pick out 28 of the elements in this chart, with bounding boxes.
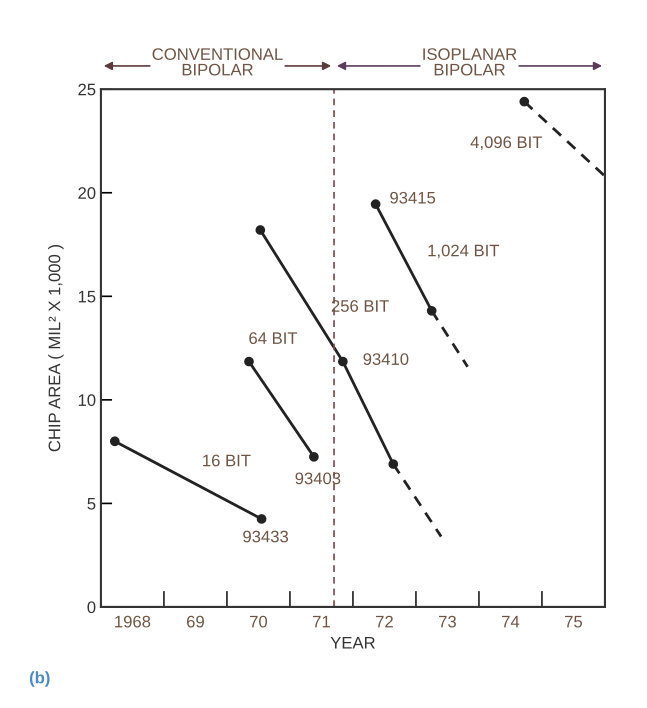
text: ISOPLANAR BIPOLAR [423,48,516,76]
x-tick-label: 1968 [115,616,150,628]
y-axis-title: CHIP AREA ( MIL² X 1,000 ) [48,245,64,452]
y-tick-label: 10 [78,394,96,406]
annotation: 93415 [390,192,436,204]
y-tick-label: 5 [87,498,96,510]
text: CONVENTIONAL BIPOLAR [152,48,283,76]
annotation: 64 BIT [249,332,298,344]
x-tick-label: 72 [376,616,393,628]
x-axis-title: YEAR [330,637,375,648]
annotation: 93403 [295,472,340,484]
annotation: 93433 [243,530,288,542]
x-tick-label: 71 [313,616,330,628]
annotation: 4,096 BIT [470,136,542,150]
annotation: 93410 [363,353,408,366]
y-tick-label: 25 [78,84,96,96]
x-tick-label: 70 [250,616,268,628]
annotation: 1,024 BIT [428,244,500,258]
text: (b) [30,671,50,687]
x-tick-label: 74 [502,616,520,628]
x-tick-label: 75 [565,616,582,628]
y-tick-label: 15 [78,290,96,303]
annotation: 256 BIT [332,300,389,312]
x-tick-label: 73 [439,616,456,628]
x-tick-label: 69 [187,616,204,628]
annotation: 16 BIT [203,454,251,466]
y-tick-label: 0 [87,601,96,614]
y-tick-label: 20 [78,187,96,199]
